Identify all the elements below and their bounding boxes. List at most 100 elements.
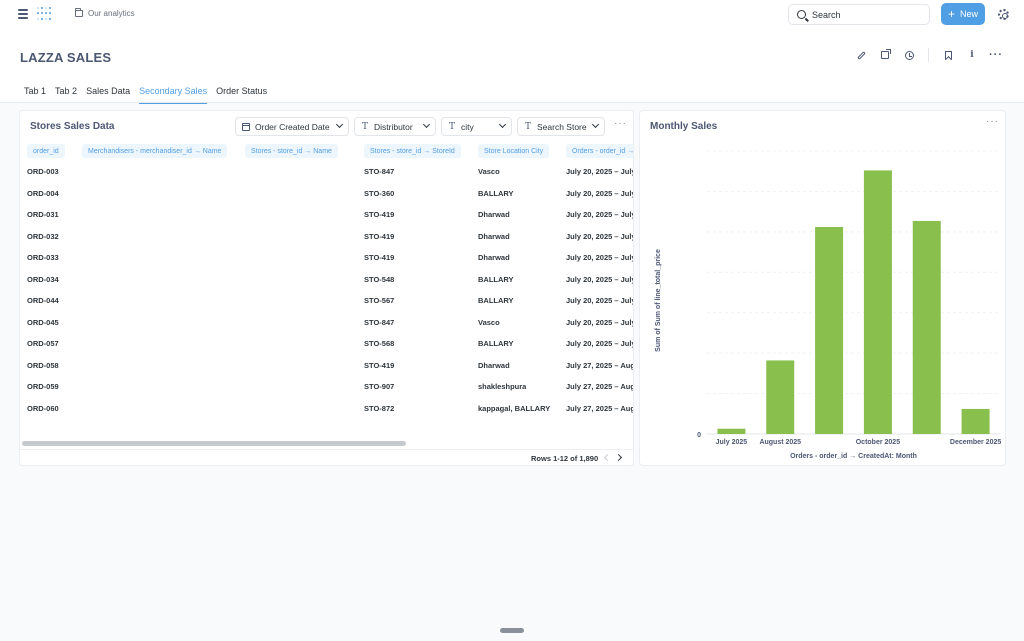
- bar-july-2025[interactable]: [717, 428, 746, 434]
- cell-city[interactable]: Dharwad: [478, 253, 510, 262]
- cell-order-id[interactable]: ORD-057: [27, 339, 59, 348]
- scrollbar-thumb[interactable]: [22, 441, 406, 446]
- table-row[interactable]: ORD-057 STO-568 BALLARY July 20, 2025 – Jul…: [20, 332, 633, 354]
- bar-october-2025[interactable]: [863, 170, 892, 435]
- cell-city[interactable]: Dharwad: [478, 360, 510, 370]
- metabase-logo-icon[interactable]: [37, 7, 53, 21]
- cell-store-id[interactable]: STO-548: [364, 274, 395, 284]
- bar-august-2025[interactable]: [766, 360, 795, 434]
- table-row[interactable]: ORD-058 STO-419 Dharwad July 27, 2025 – Aug…: [20, 354, 634, 376]
- table-more-options-icon[interactable]: ···: [614, 118, 627, 129]
- column-header-order-created[interactable]: Orders - order_id → Cre: [566, 144, 633, 158]
- table-row[interactable]: ORD-033 STO-419 Dharwad July 20, 2025 – Jul…: [20, 246, 633, 268]
- clock-history-icon[interactable]: [903, 49, 915, 61]
- cell-order-date[interactable]: July 27, 2025 – Augu: [566, 360, 634, 370]
- cell-store-id[interactable]: STO-907: [364, 382, 395, 391]
- column-header-store-name[interactable]: Stores - store_id → Name: [245, 144, 338, 158]
- cell-city[interactable]: Vasco: [478, 167, 500, 176]
- cell-city[interactable]: BALLARY: [478, 274, 514, 284]
- cell-store-id[interactable]: STO-360: [364, 188, 395, 198]
- cell-order-date[interactable]: July 20, 2025 – July 2: [566, 339, 633, 348]
- cell-city[interactable]: shakleshpura: [478, 382, 527, 391]
- cell-store-id[interactable]: STO-419: [364, 210, 395, 219]
- cell-order-date[interactable]: July 20, 2025 – July 2: [566, 253, 633, 262]
- drag-handle[interactable]: [500, 628, 524, 633]
- bookmark-icon[interactable]: [942, 49, 954, 61]
- cell-city[interactable]: Dharwad: [478, 210, 510, 219]
- order-created-date-filter[interactable]: Order Created Date: [235, 117, 349, 136]
- cell-order-date[interactable]: July 27, 2025 – Augu: [566, 403, 634, 413]
- cell-order-id[interactable]: ORD-045: [27, 317, 59, 327]
- table-card-title[interactable]: Stores Sales Data: [30, 121, 115, 132]
- cell-city[interactable]: kappagal, BALLARY: [478, 403, 551, 413]
- cell-city[interactable]: Dharwad: [478, 231, 510, 241]
- cell-order-date[interactable]: July 27, 2025 – Augu: [566, 382, 634, 391]
- cell-order-id[interactable]: ORD-031: [27, 210, 59, 219]
- distributor-filter[interactable]: T Distributor: [354, 117, 436, 136]
- hamburger-menu-icon[interactable]: [18, 9, 28, 19]
- city-filter[interactable]: T city: [441, 117, 512, 136]
- tab-sales-data[interactable]: Sales Data: [86, 86, 131, 96]
- cell-order-id[interactable]: ORD-044: [27, 296, 59, 305]
- horizontal-scrollbar[interactable]: [22, 441, 633, 447]
- breadcrumb-collection[interactable]: Our analytics: [88, 9, 135, 18]
- table-row[interactable]: ORD-003 STO-847 Vasco July 20, 2025 – July …: [20, 160, 633, 182]
- tab-secondary-sales[interactable]: Secondary Sales: [139, 86, 208, 104]
- cell-order-date[interactable]: July 20, 2025 – July 2: [566, 188, 633, 198]
- cell-order-id[interactable]: ORD-033: [27, 253, 59, 262]
- gear-icon[interactable]: [998, 9, 1009, 20]
- table-row[interactable]: ORD-032 STO-419 Dharwad July 20, 2025 – Jul…: [20, 225, 633, 247]
- share-icon[interactable]: [879, 49, 891, 61]
- table-row[interactable]: ORD-044 STO-567 BALLARY July 20, 2025 – Jul…: [20, 289, 633, 311]
- info-icon[interactable]: i: [970, 50, 974, 60]
- dashboard-title[interactable]: LAZZA SALES: [20, 50, 112, 65]
- cell-order-id[interactable]: ORD-034: [27, 274, 59, 284]
- cell-order-id[interactable]: ORD-058: [27, 360, 59, 370]
- breadcrumb[interactable]: Our analytics: [75, 8, 135, 18]
- cell-store-id[interactable]: STO-847: [364, 167, 395, 176]
- cell-store-id[interactable]: STO-847: [364, 317, 395, 327]
- bar-september-2025[interactable]: [815, 227, 844, 434]
- search-bar[interactable]: Search: [788, 4, 930, 25]
- tab-order-status[interactable]: Order Status: [216, 86, 268, 96]
- cell-store-id[interactable]: STO-568: [364, 339, 395, 348]
- new-button[interactable]: + New: [941, 3, 985, 25]
- table-row[interactable]: ORD-060 STO-872 kappagal, BALLARY July 27, …: [20, 397, 634, 419]
- bar-december-2025[interactable]: [961, 408, 990, 434]
- cell-order-id[interactable]: ORD-060: [27, 403, 59, 413]
- cell-store-id[interactable]: STO-419: [364, 231, 395, 241]
- cell-order-id[interactable]: ORD-003: [27, 167, 59, 176]
- previous-page-icon[interactable]: [603, 453, 612, 462]
- cell-city[interactable]: Vasco: [478, 317, 500, 327]
- edit-pencil-icon[interactable]: [855, 49, 867, 61]
- cell-city[interactable]: BALLARY: [478, 339, 514, 348]
- cell-order-date[interactable]: July 20, 2025 – July 2: [566, 274, 633, 284]
- more-options-icon[interactable]: ···: [989, 49, 1003, 61]
- column-header-store-id[interactable]: Stores - store_id → StoreId: [364, 144, 461, 158]
- cell-order-id[interactable]: ORD-059: [27, 382, 59, 391]
- cell-order-id[interactable]: ORD-032: [27, 231, 59, 241]
- column-header-order-id[interactable]: order_id: [27, 144, 65, 158]
- column-header-merchandiser-name[interactable]: Merchandisers - merchandiser_id → Name: [82, 144, 228, 158]
- cell-order-date[interactable]: July 20, 2025 – July 2: [566, 317, 633, 327]
- chart-more-options-icon[interactable]: ···: [986, 116, 999, 127]
- cell-order-date[interactable]: July 20, 2025 – July 2: [566, 210, 633, 219]
- cell-store-id[interactable]: STO-419: [364, 360, 395, 370]
- chart-card-title[interactable]: Monthly Sales: [650, 121, 718, 132]
- cell-store-id[interactable]: STO-872: [364, 403, 395, 413]
- cell-order-id[interactable]: ORD-004: [27, 188, 59, 198]
- table-row[interactable]: ORD-031 STO-419 Dharwad July 20, 2025 – Jul…: [20, 203, 633, 225]
- table-row[interactable]: ORD-034 STO-548 BALLARY July 20, 2025 – Jul…: [20, 268, 633, 290]
- column-header-store-city[interactable]: Store Location City: [478, 144, 550, 158]
- tab-1[interactable]: Tab 1: [24, 86, 47, 96]
- cell-order-date[interactable]: July 20, 2025 – July 2: [566, 231, 633, 241]
- cell-store-id[interactable]: STO-419: [364, 253, 395, 262]
- cell-order-date[interactable]: July 20, 2025 – July 2: [566, 167, 633, 176]
- bar-november-2025[interactable]: [912, 220, 941, 434]
- cell-city[interactable]: BALLARY: [478, 188, 514, 198]
- table-row[interactable]: ORD-004 STO-360 BALLARY July 20, 2025 – Jul…: [20, 182, 633, 204]
- next-page-icon[interactable]: [614, 453, 623, 462]
- table-row[interactable]: ORD-045 STO-847 Vasco July 20, 2025 – July …: [20, 311, 633, 333]
- cell-city[interactable]: BALLARY: [478, 296, 514, 305]
- cell-store-id[interactable]: STO-567: [364, 296, 395, 305]
